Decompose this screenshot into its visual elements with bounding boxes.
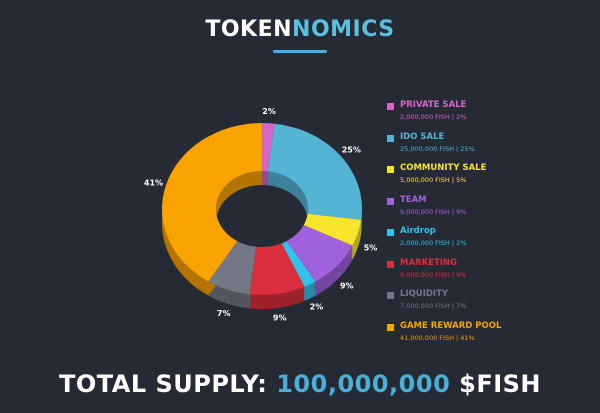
page-title: TOKENNOMICS — [0, 17, 600, 42]
legend-swatch — [387, 166, 394, 173]
slice-airdrop — [281, 240, 316, 288]
slice-label-ido-sale: 25% — [342, 145, 361, 154]
legend-detail: 2,000,000 FISH | 2% — [400, 113, 467, 121]
legend-detail: 7,000,000 FISH | 7% — [400, 302, 467, 310]
legend-item-team: TEAM 9,000,000 FISH | 9% — [387, 195, 597, 227]
legend-name: COMMUNITY SALE — [400, 163, 487, 173]
legend-item-ido-sale: IDO SALE 25,000,000 FISH | 25% — [387, 132, 597, 164]
legend-detail: 41,000,000 FISH | 41% — [400, 333, 475, 342]
legend-detail: 5,000,000 FISH | 5% — [400, 176, 467, 184]
legend-name: TEAM — [400, 194, 427, 205]
legend-swatch — [387, 197, 394, 205]
slice-label-team: 9% — [340, 281, 354, 290]
legend-item-game-reward-pool: GAME REWARD POOL 41,000,000 FISH | 41% — [387, 321, 597, 353]
slice-game-reward-pool — [161, 122, 263, 282]
legend-item-marketing: MARKETING 9,000,000 FISH | 9% — [387, 258, 597, 290]
slice-label-liquidity: 7% — [217, 309, 231, 318]
total-supply-label: TOTAL SUPPLY: — [58, 370, 268, 398]
legend-swatch — [387, 229, 394, 236]
legend-detail: 2,000,000 FISH | 2% — [400, 239, 467, 247]
donut-top-layer — [161, 122, 363, 296]
title-part-token: TOKEN — [205, 17, 293, 42]
legend-swatch — [387, 134, 394, 142]
legend-name: LIQUIDITY — [400, 289, 449, 299]
legend-name: Airdrop — [400, 226, 436, 236]
legend-detail: 9,000,000 FISH | 9% — [400, 270, 467, 279]
slice-marketing — [249, 243, 305, 296]
title-underline — [273, 50, 327, 53]
legend-item-community-sale: COMMUNITY SALE 5,000,000 FISH | 5% — [387, 163, 597, 195]
legend-name: PRIVATE SALE — [400, 100, 467, 110]
legend-swatch — [387, 323, 394, 331]
chart-legend: PRIVATE SALE 2,000,000 FISH | 2% IDO SALE 2… — [387, 100, 597, 352]
legend-swatch — [387, 260, 394, 268]
legend-swatch — [387, 103, 394, 110]
legend-name: IDO SALE — [400, 131, 445, 142]
slice-private-sale — [261, 122, 275, 172]
slice-label-airdrop: 2% — [310, 303, 324, 312]
legend-name: MARKETING — [400, 257, 458, 268]
legend-detail: 25,000,000 FISH | 25% — [400, 144, 475, 153]
legend-name: GAME REWARD POOL — [400, 320, 502, 331]
title-part-nomics: NOMICS — [292, 17, 395, 42]
slice-label-community-sale: 5% — [364, 243, 378, 252]
legend-detail: 9,000,000 FISH | 9% — [400, 207, 467, 216]
slice-ido-sale — [267, 123, 363, 221]
legend-item-liquidity: LIQUIDITY 7,000,000 FISH | 7% — [387, 289, 597, 321]
slice-label-game-reward-pool: 41% — [144, 178, 163, 187]
total-supply-value: 100,000,000 — [276, 370, 451, 398]
slice-label-private-sale: 2% — [262, 107, 276, 116]
legend-swatch — [387, 292, 394, 299]
legend-item-airdrop: Airdrop 2,000,000 FISH | 2% — [387, 226, 597, 258]
slice-label-marketing: 9% — [273, 314, 287, 323]
slice-team — [286, 224, 353, 282]
total-supply-unit: $FISH — [459, 370, 542, 398]
donut-labels: 2% 25% 5% 9% 2% 9% 7% 41% — [144, 107, 377, 322]
total-supply: TOTAL SUPPLY: 100,000,000 $FISH — [0, 370, 600, 398]
legend-item-private-sale: PRIVATE SALE 2,000,000 FISH | 2% — [387, 100, 597, 132]
